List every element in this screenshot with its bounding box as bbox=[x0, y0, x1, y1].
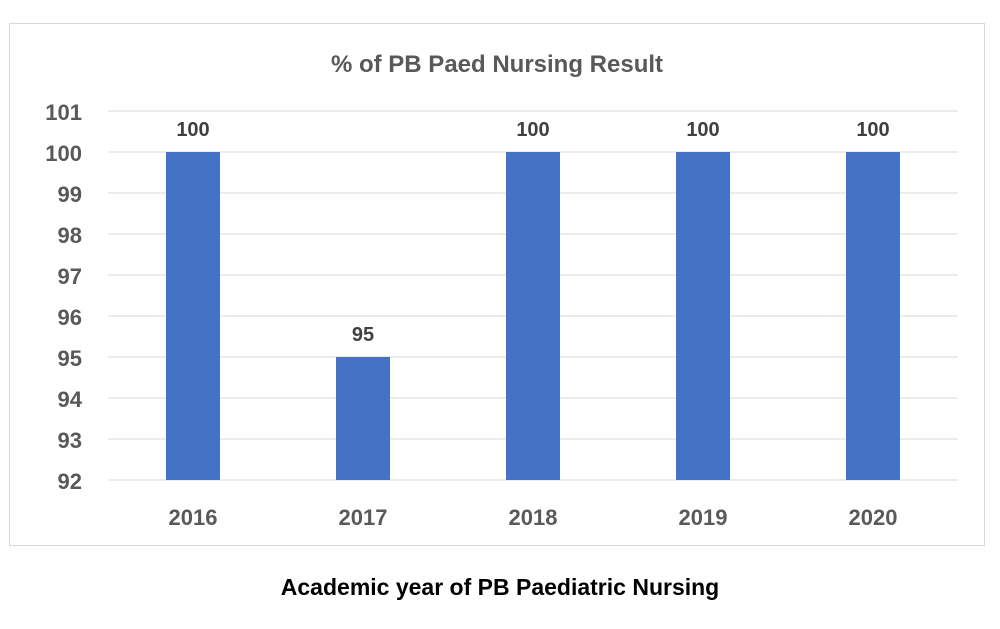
x-tick-label: 2016 bbox=[169, 505, 218, 530]
y-tick-label: 96 bbox=[58, 305, 82, 330]
bar bbox=[676, 152, 730, 480]
x-tick-labels: 2016 2017 2018 2019 2020 bbox=[169, 505, 898, 530]
y-tick-label: 95 bbox=[58, 346, 82, 371]
bar bbox=[846, 152, 900, 480]
x-tick-label: 2020 bbox=[849, 505, 898, 530]
x-tick-label: 2019 bbox=[679, 505, 728, 530]
y-tick-label: 100 bbox=[45, 141, 82, 166]
x-tick-label: 2017 bbox=[339, 505, 388, 530]
data-label: 100 bbox=[516, 119, 549, 141]
y-tick-label: 93 bbox=[58, 428, 82, 453]
data-labels: 100 95 100 100 100 bbox=[176, 119, 889, 346]
x-axis-label: Academic year of PB Paediatric Nursing bbox=[280, 574, 720, 600]
y-tick-label: 92 bbox=[58, 469, 82, 494]
y-tick-label: 99 bbox=[58, 182, 82, 207]
y-tick-label: 98 bbox=[58, 223, 82, 248]
data-label: 95 bbox=[352, 324, 374, 346]
bar bbox=[506, 152, 560, 480]
data-label: 100 bbox=[856, 119, 889, 141]
bars bbox=[166, 152, 900, 480]
data-label: 100 bbox=[686, 119, 719, 141]
x-tick-label: 2018 bbox=[509, 505, 558, 530]
data-label: 100 bbox=[176, 119, 209, 141]
bar bbox=[336, 357, 390, 480]
chart-title: % of PB Paed Nursing Result bbox=[330, 51, 664, 78]
y-tick-label: 97 bbox=[58, 264, 82, 289]
bar bbox=[166, 152, 220, 480]
y-tick-label: 101 bbox=[45, 100, 82, 125]
y-tick-label: 94 bbox=[58, 387, 83, 412]
y-tick-labels: 92 93 94 95 96 97 98 99 100 101 bbox=[45, 100, 82, 494]
